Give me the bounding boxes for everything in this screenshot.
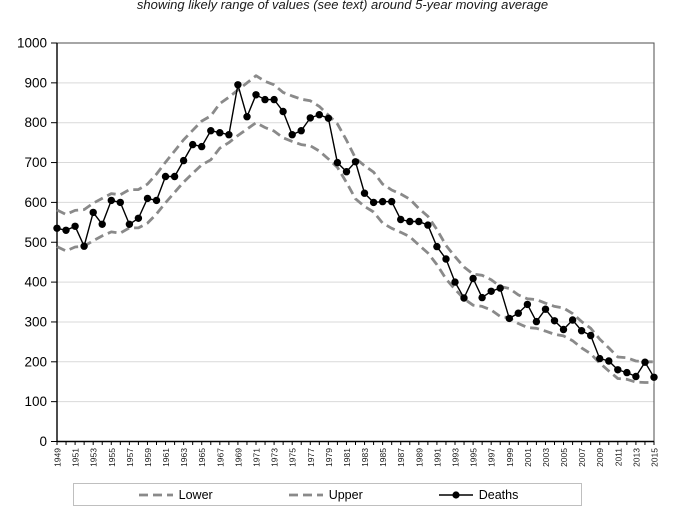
svg-text:1951: 1951 — [71, 448, 81, 467]
svg-text:400: 400 — [24, 275, 47, 290]
svg-text:1977: 1977 — [306, 448, 316, 467]
svg-text:1989: 1989 — [414, 448, 424, 467]
svg-text:1957: 1957 — [125, 448, 135, 467]
svg-text:1965: 1965 — [197, 448, 207, 467]
svg-text:1995: 1995 — [469, 448, 479, 467]
svg-text:0: 0 — [39, 434, 47, 449]
svg-text:500: 500 — [24, 235, 47, 250]
dashed-line-icon — [138, 493, 173, 496]
svg-text:2005: 2005 — [559, 448, 569, 467]
svg-text:1959: 1959 — [143, 448, 153, 467]
chart-subtitle: showing likely range of values (see text… — [136, 0, 549, 12]
svg-text:1975: 1975 — [288, 448, 298, 467]
svg-text:1987: 1987 — [396, 448, 406, 467]
svg-text:1969: 1969 — [233, 448, 243, 467]
svg-text:1967: 1967 — [215, 448, 225, 467]
svg-text:2007: 2007 — [577, 448, 587, 467]
svg-text:1961: 1961 — [161, 448, 171, 467]
svg-text:900: 900 — [24, 75, 47, 90]
svg-text:1000: 1000 — [17, 36, 47, 51]
svg-text:1979: 1979 — [324, 448, 334, 467]
svg-text:2013: 2013 — [631, 448, 641, 467]
svg-text:1993: 1993 — [451, 448, 461, 467]
legend: Lower Upper Deaths — [73, 483, 582, 506]
svg-text:2009: 2009 — [595, 448, 605, 467]
svg-text:1985: 1985 — [378, 448, 388, 467]
svg-text:100: 100 — [24, 394, 47, 409]
svg-text:1963: 1963 — [179, 448, 189, 467]
svg-text:1997: 1997 — [487, 448, 497, 467]
svg-text:200: 200 — [24, 354, 47, 369]
svg-text:1955: 1955 — [107, 448, 117, 467]
svg-text:1981: 1981 — [342, 448, 352, 467]
svg-text:1949: 1949 — [53, 448, 63, 467]
svg-text:2011: 2011 — [613, 448, 623, 467]
svg-text:2003: 2003 — [541, 448, 551, 467]
svg-text:2015: 2015 — [650, 448, 660, 467]
legend-item-lower: Lower — [137, 488, 213, 502]
svg-text:700: 700 — [24, 155, 47, 170]
legend-label-deaths: Deaths — [478, 487, 519, 502]
marker-line-icon — [438, 490, 473, 499]
svg-text:1953: 1953 — [89, 448, 99, 467]
svg-text:1983: 1983 — [360, 448, 370, 467]
svg-text:300: 300 — [24, 314, 47, 329]
dashed-line-icon — [288, 493, 323, 496]
legend-item-upper: Upper — [287, 488, 363, 502]
legend-item-deaths: Deaths — [437, 487, 519, 502]
svg-text:1999: 1999 — [505, 448, 515, 467]
svg-text:1971: 1971 — [252, 448, 262, 467]
svg-text:1991: 1991 — [432, 448, 442, 467]
svg-text:1973: 1973 — [270, 448, 280, 467]
legend-label-upper: Upper — [328, 487, 363, 502]
legend-label-lower: Lower — [178, 487, 213, 502]
svg-text:2001: 2001 — [523, 448, 533, 467]
svg-text:600: 600 — [24, 195, 47, 210]
svg-text:800: 800 — [24, 115, 47, 130]
